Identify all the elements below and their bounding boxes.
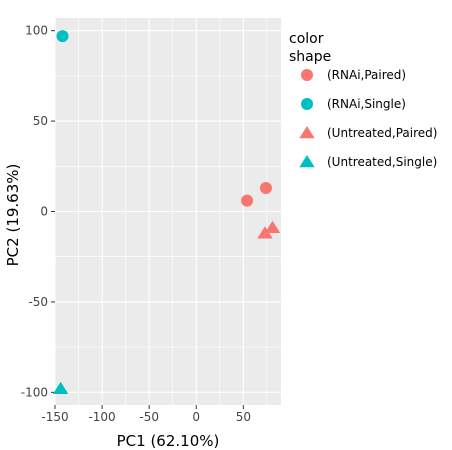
data-points bbox=[52, 30, 281, 394]
x-tick-label: -100 bbox=[88, 410, 115, 424]
legend-key-triangle bbox=[299, 126, 315, 139]
x-tick-label: 50 bbox=[236, 410, 251, 424]
data-point-triangle bbox=[52, 381, 69, 394]
legend-entry-label: (RNAi,Single) bbox=[327, 97, 406, 111]
x-tick-label: -150 bbox=[41, 410, 68, 424]
legend-entry-label: (Untreated,Paired) bbox=[327, 126, 437, 140]
y-axis-title: PC2 (19.63%) bbox=[4, 164, 22, 267]
data-point-circle bbox=[241, 194, 254, 207]
y-tick-label: -50 bbox=[28, 295, 48, 309]
legend-key-triangle bbox=[299, 155, 315, 168]
x-axis-ticks: -150 -100 -50 0 50 bbox=[41, 405, 251, 424]
y-tick-label: 0 bbox=[40, 205, 48, 219]
legend: color shape (RNAi,Paired) (RNAi,Single) (U… bbox=[289, 31, 437, 169]
data-point-triangle bbox=[257, 226, 273, 239]
legend-key-circle bbox=[301, 98, 313, 110]
y-tick-label: 50 bbox=[33, 114, 48, 128]
x-axis-title: PC1 (62.10%) bbox=[117, 432, 220, 450]
y-axis-ticks: -100 -50 0 50 100 bbox=[21, 24, 55, 399]
legend-key-circle bbox=[301, 69, 313, 81]
data-point-circle bbox=[259, 181, 272, 194]
data-point-circle bbox=[56, 30, 69, 43]
legend-title-color: color bbox=[289, 31, 324, 47]
y-tick-label: -100 bbox=[21, 385, 48, 399]
legend-entry-label: (Untreated,Single) bbox=[327, 155, 437, 169]
legend-entry-label: (RNAi,Paired) bbox=[327, 68, 406, 82]
x-tick-label: 0 bbox=[192, 410, 200, 424]
data-point-triangle bbox=[264, 220, 281, 234]
y-tick-label: 100 bbox=[25, 24, 48, 38]
legend-entries: (RNAi,Paired) (RNAi,Single) (Untreated,Pai… bbox=[299, 68, 437, 169]
x-tick-label: -50 bbox=[139, 410, 159, 424]
legend-title-shape: shape bbox=[289, 49, 331, 65]
